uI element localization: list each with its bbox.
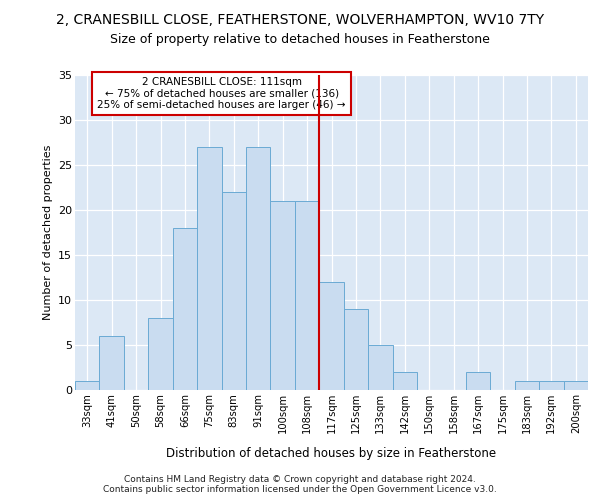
Bar bbox=[100, 336, 124, 390]
Bar bbox=[563, 381, 588, 390]
Bar bbox=[221, 192, 246, 390]
Text: 2 CRANESBILL CLOSE: 111sqm
← 75% of detached houses are smaller (136)
25% of sem: 2 CRANESBILL CLOSE: 111sqm ← 75% of deta… bbox=[97, 77, 346, 110]
Bar bbox=[539, 381, 563, 390]
Bar bbox=[197, 147, 221, 390]
Bar bbox=[344, 309, 368, 390]
Bar bbox=[466, 372, 490, 390]
Text: Size of property relative to detached houses in Featherstone: Size of property relative to detached ho… bbox=[110, 32, 490, 46]
Text: Contains HM Land Registry data © Crown copyright and database right 2024.: Contains HM Land Registry data © Crown c… bbox=[124, 474, 476, 484]
Bar bbox=[368, 345, 392, 390]
Bar bbox=[173, 228, 197, 390]
Bar bbox=[75, 381, 100, 390]
Text: 2, CRANESBILL CLOSE, FEATHERSTONE, WOLVERHAMPTON, WV10 7TY: 2, CRANESBILL CLOSE, FEATHERSTONE, WOLVE… bbox=[56, 12, 544, 26]
Bar bbox=[295, 201, 319, 390]
Bar bbox=[319, 282, 344, 390]
Bar bbox=[246, 147, 271, 390]
Bar bbox=[148, 318, 173, 390]
Y-axis label: Number of detached properties: Number of detached properties bbox=[43, 145, 53, 320]
Bar bbox=[271, 201, 295, 390]
Bar bbox=[392, 372, 417, 390]
Text: Contains public sector information licensed under the Open Government Licence v3: Contains public sector information licen… bbox=[103, 484, 497, 494]
X-axis label: Distribution of detached houses by size in Featherstone: Distribution of detached houses by size … bbox=[166, 447, 497, 460]
Bar bbox=[515, 381, 539, 390]
